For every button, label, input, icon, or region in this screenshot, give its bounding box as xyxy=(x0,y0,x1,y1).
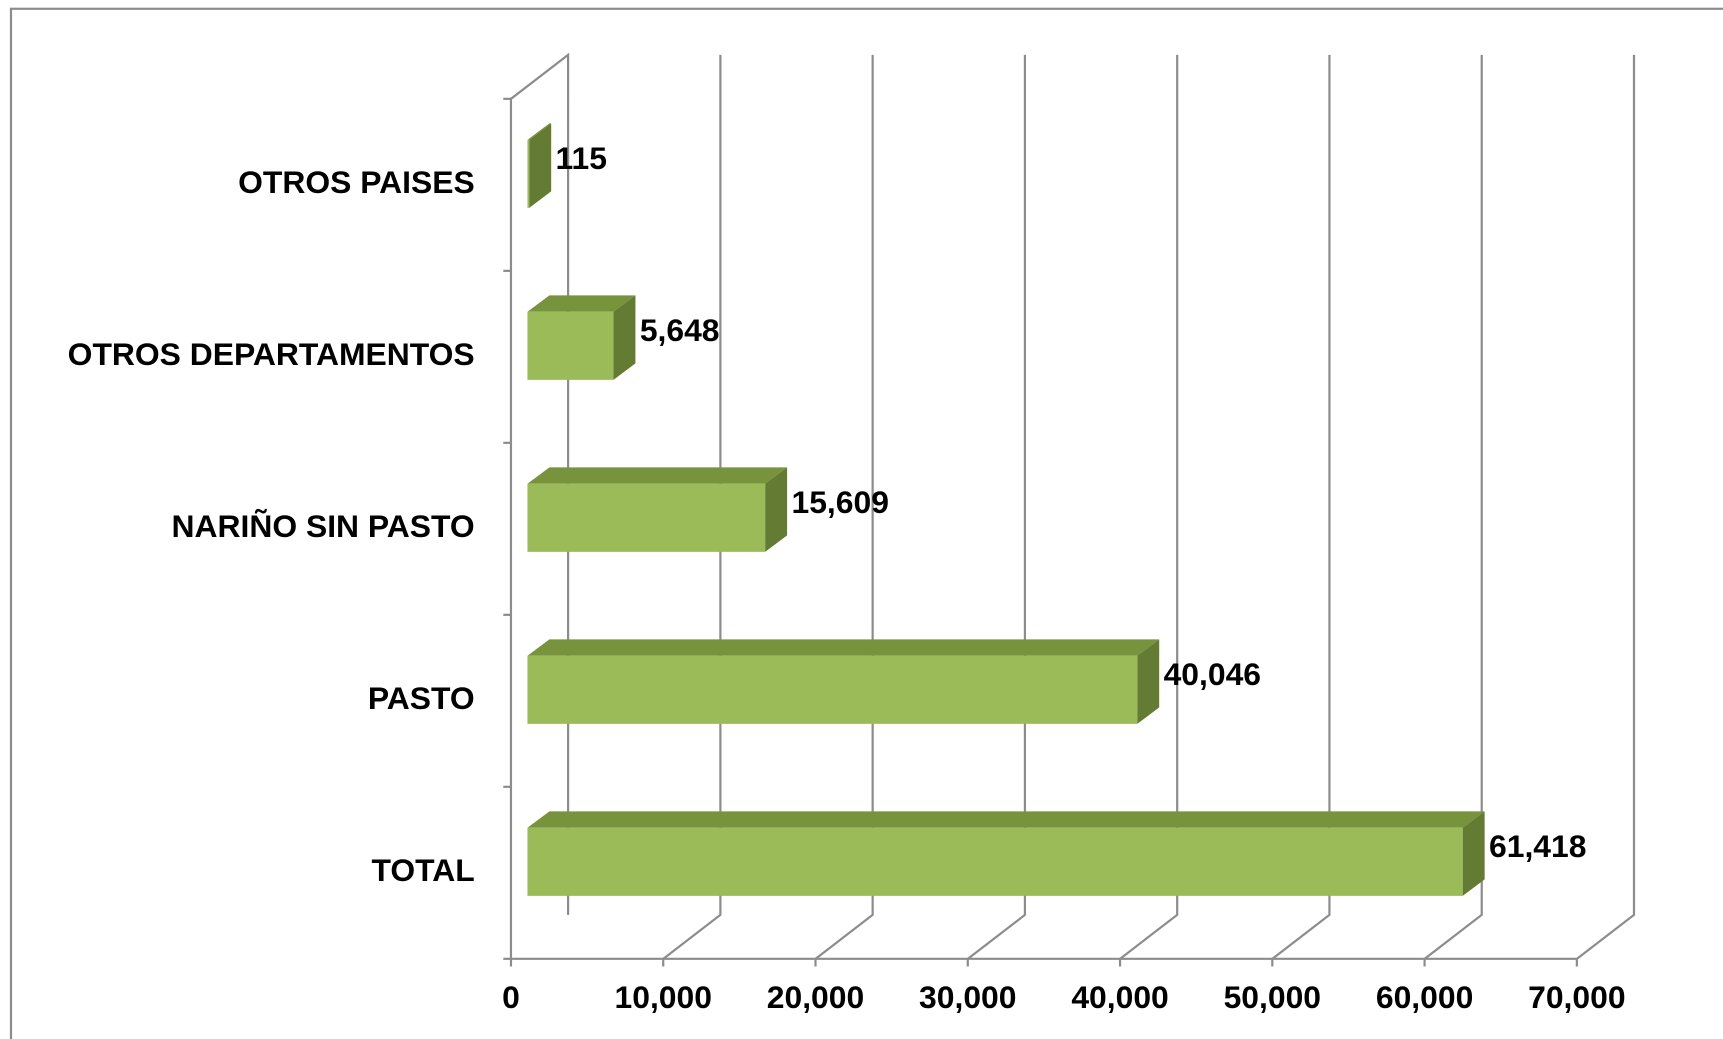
x-tick-label: 30,000 xyxy=(919,979,1016,1015)
y-tick-label: PASTO xyxy=(368,680,475,716)
bar-side xyxy=(765,467,788,552)
bar-top xyxy=(527,811,1485,828)
bar-top xyxy=(527,295,636,312)
grid-line xyxy=(1271,54,1331,960)
value-label: 40,046 xyxy=(1164,656,1261,692)
y-tick-label: OTROS PAISES xyxy=(238,164,475,200)
bar-front xyxy=(527,311,614,380)
bar-side xyxy=(613,295,636,380)
bar-side xyxy=(1462,811,1485,896)
value-label: 15,609 xyxy=(791,484,888,520)
bar xyxy=(527,295,636,380)
bar xyxy=(527,467,788,552)
grid-line xyxy=(1576,54,1636,960)
bar-top xyxy=(527,639,1160,656)
x-tick-label: 0 xyxy=(502,979,520,1015)
bar-side xyxy=(1137,639,1160,724)
x-tick-label: 40,000 xyxy=(1071,979,1168,1015)
x-tick-label: 70,000 xyxy=(1528,979,1625,1015)
grid-line xyxy=(1119,54,1179,960)
bar-front xyxy=(527,655,1138,724)
grid-line xyxy=(662,54,722,960)
y-tick-label: NARIÑO SIN PASTO xyxy=(171,508,474,544)
bar-side xyxy=(529,123,552,208)
grid-line xyxy=(814,54,874,960)
y-tick-label: OTROS DEPARTAMENTOS xyxy=(68,336,475,372)
bar xyxy=(527,811,1485,896)
bar-front xyxy=(527,483,766,552)
bar-top xyxy=(527,123,552,140)
x-tick-label: 10,000 xyxy=(615,979,712,1015)
bar-front xyxy=(527,827,1463,896)
y-tick-label: TOTAL xyxy=(371,852,474,888)
chart-border xyxy=(9,7,1723,1039)
bar xyxy=(527,123,552,208)
bar-top xyxy=(527,467,788,484)
bar xyxy=(527,639,1160,724)
x-tick-label: 60,000 xyxy=(1376,979,1473,1015)
x-tick-label: 20,000 xyxy=(767,979,864,1015)
grid-line xyxy=(967,54,1027,960)
grid-line xyxy=(1423,54,1483,960)
x-tick-label: 50,000 xyxy=(1224,979,1321,1015)
bar-front xyxy=(527,139,530,208)
value-label: 61,418 xyxy=(1489,828,1586,864)
value-label: 115 xyxy=(556,140,607,176)
value-label: 5,648 xyxy=(640,312,720,348)
